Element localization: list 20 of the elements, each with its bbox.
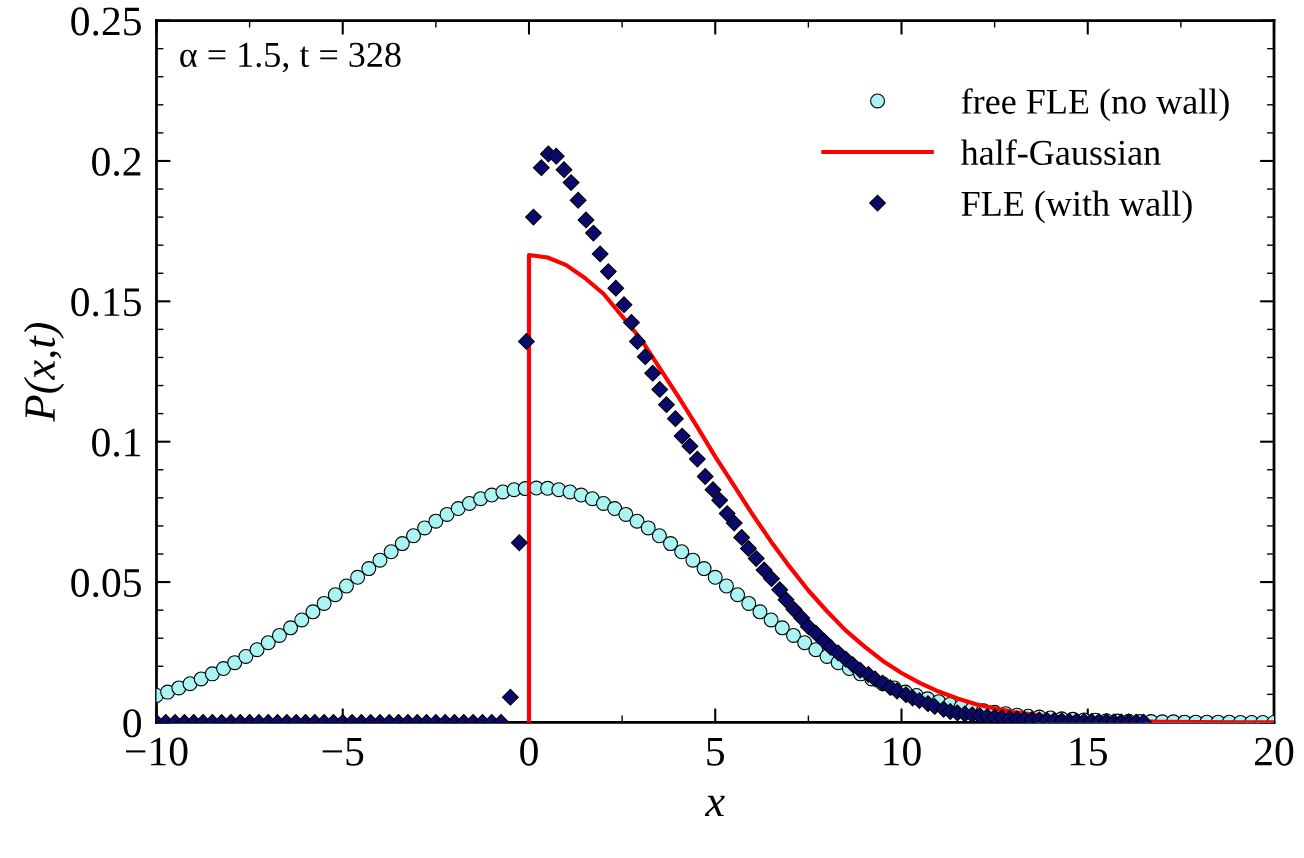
x-tick-label: 20: [1255, 737, 1294, 766]
y-tick-label: 0.2: [92, 147, 141, 177]
legend-label: free FLE (no wall): [961, 88, 1229, 122]
x-tick-label: 5: [707, 737, 725, 766]
x-axis-title: x: [704, 795, 725, 817]
x-tick-label: −10: [125, 737, 188, 766]
y-tick-label: 0.1: [92, 428, 141, 457]
y-tick-label: 0: [123, 709, 141, 738]
y-tick-label: 0.05: [71, 568, 141, 598]
x-tick-label: 10: [884, 737, 921, 766]
y-axis-title: P(x,t): [23, 322, 65, 422]
legend-label: FLE (with wall): [961, 190, 1192, 224]
y-tick-label: 0.15: [71, 288, 141, 317]
annotation: α = 1.5, t = 328: [180, 42, 401, 73]
x-tick-label: −5: [322, 737, 364, 766]
x-tick-label: 15: [1070, 737, 1107, 766]
line-series: [526, 252, 1275, 723]
x-tick-label: 0: [520, 737, 538, 766]
y-tick-label: 0.25: [71, 7, 141, 36]
legend-label: half-Gaussian: [960, 139, 1161, 165]
